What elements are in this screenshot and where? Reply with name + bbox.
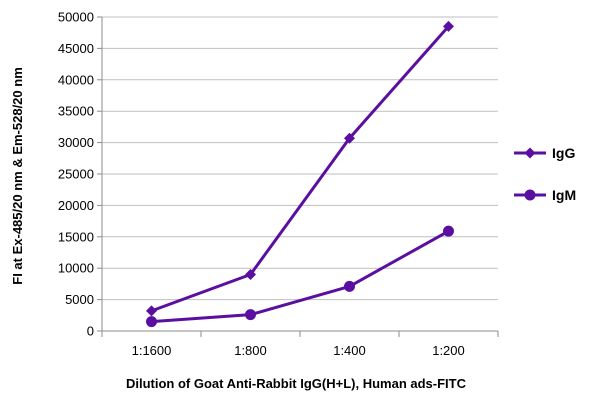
y-tick-label: 10000 <box>58 261 94 276</box>
data-point-igm <box>146 316 157 328</box>
series-igm <box>146 225 454 328</box>
y-tick-label: 15000 <box>58 229 94 244</box>
legend-label: IgM <box>552 187 576 203</box>
gridlines <box>102 16 498 301</box>
data-point-igg <box>146 305 157 317</box>
y-tick-label: 40000 <box>58 72 94 87</box>
legend-item-igg: IgG <box>514 145 575 161</box>
x-tick-label: 1:400 <box>333 343 366 358</box>
data-point-igm <box>245 309 256 321</box>
x-tick-label: 1:1600 <box>132 343 172 358</box>
y-tick-label: 5000 <box>65 292 94 307</box>
legend-marker-circle <box>524 189 536 201</box>
x-tick-label: 1:800 <box>234 343 267 358</box>
legend-label: IgG <box>552 145 575 161</box>
y-tick-label: 20000 <box>58 198 94 213</box>
y-tick-label: 50000 <box>58 10 94 25</box>
data-point-igm <box>344 280 355 292</box>
y-tick-label: 45000 <box>58 41 94 56</box>
y-tick-labels: 0 5000 10000 15000 20000 25000 30000 35000 40000… <box>58 10 94 339</box>
y-tick-label: 35000 <box>58 104 94 119</box>
data-point-igg <box>443 20 454 32</box>
legend-marker-diamond <box>524 147 536 159</box>
y-tick-label: 30000 <box>58 135 94 150</box>
axes <box>97 16 499 337</box>
series-line-igg <box>150 25 450 313</box>
data-point-igg <box>245 268 256 280</box>
data-point-igg <box>344 132 355 144</box>
y-tick-label: 0 <box>87 324 94 339</box>
data-point-igm <box>443 225 454 237</box>
legend: IgG IgM <box>514 145 576 203</box>
x-tick-labels: 1:1600 1:800 1:400 1:200 <box>132 343 465 358</box>
y-tick-label: 25000 <box>58 167 94 182</box>
legend-item-igm: IgM <box>514 187 576 203</box>
series-line-igm <box>151 229 450 324</box>
x-axis-title: Dilution of Goat Anti-Rabbit IgG(H+L), H… <box>126 376 467 391</box>
series-lines <box>146 20 454 328</box>
series-igg <box>146 20 454 317</box>
y-axis-title: FI at Ex-485/20 nm & Em-528/20 nm <box>10 67 25 284</box>
x-tick-label: 1:200 <box>432 343 465 358</box>
